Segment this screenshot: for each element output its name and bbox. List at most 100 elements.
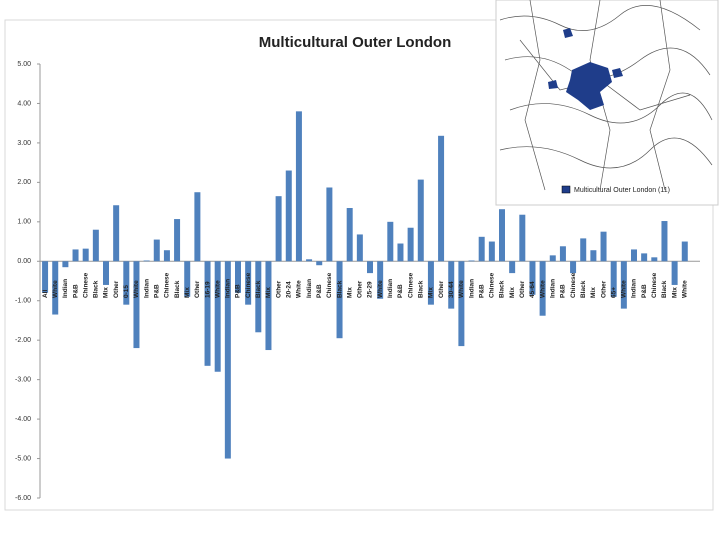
bar <box>52 261 59 315</box>
bar <box>92 229 99 262</box>
bar <box>367 261 373 274</box>
x-tick-label: White <box>52 280 59 298</box>
bar <box>407 227 414 262</box>
bar <box>62 261 69 268</box>
x-tick-label: All <box>42 290 49 299</box>
x-tick-label: Black <box>93 280 100 298</box>
bar <box>610 261 617 297</box>
bar <box>346 208 353 262</box>
bar <box>143 260 150 262</box>
x-tick-label: White <box>133 280 140 298</box>
y-tick-label: 1.00 <box>17 219 31 226</box>
bar <box>224 261 231 459</box>
x-tick-label: Black <box>580 280 587 298</box>
x-tick-label: White <box>214 280 221 298</box>
bar <box>306 259 313 262</box>
bar <box>316 261 323 266</box>
x-tick-label: Indian <box>62 279 69 298</box>
x-tick-label: 25-29 <box>367 281 374 298</box>
y-tick-label: 4.00 <box>17 100 31 107</box>
x-tick-label: P&B <box>397 284 404 298</box>
bar <box>458 261 465 347</box>
bar <box>123 261 130 305</box>
map-legend-label: Multicultural Outer London (11) <box>574 187 670 194</box>
x-tick-label: Indian <box>468 279 475 298</box>
bar <box>651 257 658 262</box>
x-tick-label: Chinese <box>489 272 496 298</box>
bar <box>427 261 434 305</box>
y-tick-label: -4.00 <box>15 416 31 423</box>
x-tick-label: Indian <box>549 279 556 298</box>
bar <box>295 111 302 262</box>
x-tick-label: Other <box>113 280 120 298</box>
bar <box>600 231 607 262</box>
bar <box>336 261 343 339</box>
x-tick-label: P&B <box>316 284 323 298</box>
bar <box>285 170 292 262</box>
bar <box>681 241 688 262</box>
x-tick-label: Indian <box>631 279 638 298</box>
x-tick-label: White <box>681 280 688 298</box>
x-tick-label: 0-15 <box>123 285 130 298</box>
bar <box>275 196 282 262</box>
x-tick-label: P&B <box>560 284 567 298</box>
x-tick-label: Other <box>519 280 526 298</box>
bar <box>499 209 505 262</box>
x-tick-label: 16-19 <box>204 281 211 298</box>
x-tick-label: P&B <box>72 284 79 298</box>
x-tick-label: Mix <box>428 287 435 298</box>
map-inset: Multicultural Outer London (11) <box>495 0 719 206</box>
y-tick-label: -1.00 <box>15 298 31 305</box>
bar <box>356 234 363 262</box>
bar <box>194 192 201 262</box>
bar <box>671 261 678 285</box>
y-tick-label: -2.00 <box>15 337 31 344</box>
bar <box>235 261 241 293</box>
y-tick-label: 5.00 <box>17 61 31 68</box>
bar <box>559 246 566 262</box>
bar <box>468 260 475 262</box>
x-tick-label: Chinese <box>326 272 333 298</box>
x-tick-label: P&B <box>478 284 485 298</box>
x-tick-label: 65+ <box>610 287 617 298</box>
bar <box>519 214 526 262</box>
x-tick-label: Indian <box>143 279 150 298</box>
y-tick-label: 2.00 <box>17 179 31 186</box>
chart-title: Multicultural Outer London <box>259 34 451 51</box>
bar <box>184 261 191 297</box>
x-tick-label: Indian <box>387 279 394 298</box>
bar <box>265 261 272 351</box>
x-tick-label: Mix <box>103 287 110 298</box>
bar <box>478 236 485 262</box>
x-tick-label: Chinese <box>245 272 252 298</box>
bar <box>387 221 394 262</box>
x-tick-label: Black <box>174 280 181 298</box>
bar <box>509 261 516 274</box>
map-region <box>566 62 612 110</box>
bar <box>620 261 627 309</box>
x-tick-label: Mix <box>671 287 678 298</box>
bar <box>72 249 79 262</box>
bar <box>417 179 424 262</box>
x-tick-label: White <box>621 280 628 298</box>
bar <box>631 249 637 262</box>
x-tick-label: Mix <box>265 287 272 298</box>
x-tick-label: Black <box>499 280 506 298</box>
bar <box>133 261 140 349</box>
x-tick-label: Mix <box>509 287 516 298</box>
bar <box>42 261 49 293</box>
bar <box>488 241 495 262</box>
bar <box>590 250 597 262</box>
bar <box>204 261 211 366</box>
x-tick-label: White <box>377 280 384 298</box>
bar <box>539 261 546 316</box>
bar <box>153 239 160 262</box>
x-tick-label: Mix <box>184 287 191 298</box>
bar <box>549 255 556 262</box>
bar <box>174 219 181 262</box>
bar <box>661 221 668 262</box>
bar <box>377 261 384 299</box>
map-frame <box>495 0 719 206</box>
x-tick-label: Mix <box>590 287 597 298</box>
